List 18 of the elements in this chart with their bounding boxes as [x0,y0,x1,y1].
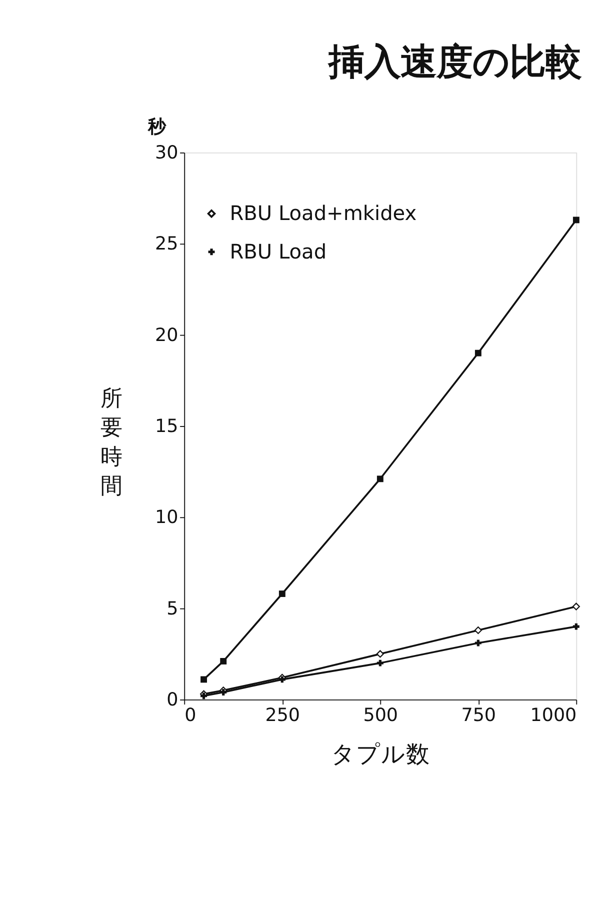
y-tick-label: 20 [155,324,178,346]
x-tick-label: 0 [184,704,196,726]
y-tick-label: 5 [166,598,178,620]
legend-label: RBU Load+mkidex [230,200,417,225]
legend-label: RBU Load [230,239,327,264]
y-tick-label: 25 [155,234,178,255]
text: 秒 [146,116,167,138]
chart-title: 挿入速度の比較 [328,40,582,84]
y-tick-label: 0 [166,689,178,710]
x-axis-title: タプル数 [331,740,430,768]
y-tick-label: 10 [155,507,178,528]
x-tick-label: 1000 [530,704,577,726]
x-tick-label: 500 [363,704,398,726]
y-tick-label: 30 [155,142,178,164]
y-tick-label: 15 [155,416,178,437]
x-tick-label: 250 [265,704,300,726]
y-axis-title: 所要時間 [100,386,123,500]
x-tick-label: 750 [461,704,496,726]
